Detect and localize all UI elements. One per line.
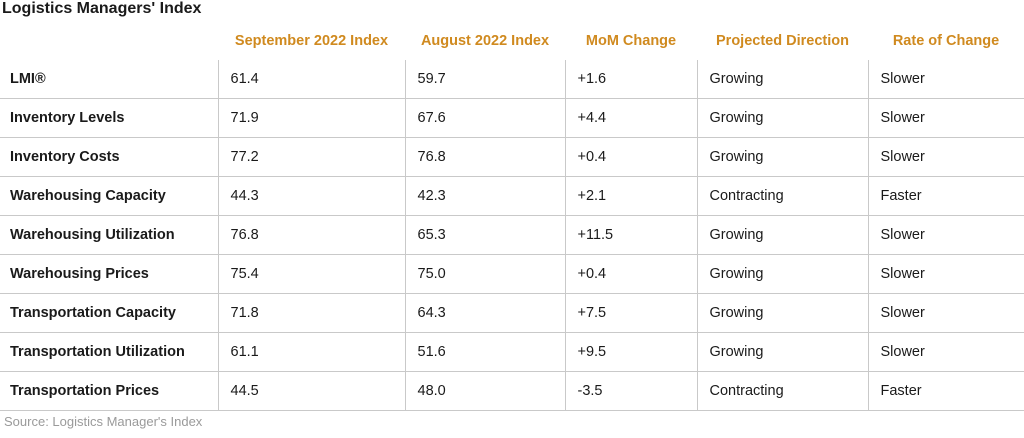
table-cell: 75.0 xyxy=(404,254,565,294)
table-row: LMI® 61.4 59.7 +1.6 Growing Slower xyxy=(0,60,1024,99)
table-cell: 76.8 xyxy=(404,137,565,177)
column-header: August 2022 Index xyxy=(420,33,550,49)
row-label: Warehousing Capacity xyxy=(0,176,218,216)
table-cell: Slower xyxy=(867,98,1024,138)
table-cell: 64.3 xyxy=(404,293,565,333)
row-label: Inventory Costs xyxy=(0,137,218,177)
table-cell: 48.0 xyxy=(404,371,565,411)
table-cell: 51.6 xyxy=(404,332,565,372)
column-header: Projected Direction xyxy=(716,33,849,49)
table-row: Inventory Costs 77.2 76.8 +0.4 Growing Slower xyxy=(0,137,1024,177)
table-cell: 61.4 xyxy=(217,60,405,99)
row-label: Transportation Capacity xyxy=(0,293,218,333)
table-row: Transportation Utilization 61.1 51.6 +9.5 Gr… xyxy=(0,332,1024,372)
table-cell: Growing xyxy=(696,254,868,294)
header-blank xyxy=(0,22,218,60)
table-cell: Growing xyxy=(696,215,868,255)
table-cell: +11.5 xyxy=(564,215,697,255)
table-row: Warehousing Prices 75.4 75.0 +0.4 Growing Slo… xyxy=(0,254,1024,294)
table-cell: 77.2 xyxy=(217,137,405,177)
table-cell: 67.6 xyxy=(404,98,565,138)
table-row: Warehousing Capacity 44.3 42.3 +2.1 Contract… xyxy=(0,176,1024,216)
row-label: LMI® xyxy=(0,60,218,99)
table-row: Transportation Capacity 71.8 64.3 +7.5 Growi… xyxy=(0,293,1024,333)
table-cell: Growing xyxy=(696,60,868,99)
table-cell: Growing xyxy=(696,293,868,333)
table-cell: +2.1 xyxy=(564,176,697,216)
table-cell: 71.8 xyxy=(217,293,405,333)
table-cell: 76.8 xyxy=(217,215,405,255)
row-label: Warehousing Utilization xyxy=(0,215,218,255)
table-cell: Slower xyxy=(867,60,1024,99)
table-cell: 65.3 xyxy=(404,215,565,255)
table-cell: Growing xyxy=(696,137,868,177)
column-header: Rate of Change xyxy=(892,33,1000,49)
table-row: Inventory Levels 71.9 67.6 +4.4 Growing Slowe… xyxy=(0,98,1024,138)
row-label: Warehousing Prices xyxy=(0,254,218,294)
table-cell: Faster xyxy=(867,371,1024,411)
table-cell: 71.9 xyxy=(217,98,405,138)
source-note: Source: Logistics Manager's Index xyxy=(4,414,203,429)
row-label: Inventory Levels xyxy=(0,98,218,138)
table-cell: +4.4 xyxy=(564,98,697,138)
table-body: LMI® 61.4 59.7 +1.6 Growing Slower Inventory L… xyxy=(0,60,1024,411)
table-cell: Slower xyxy=(867,137,1024,177)
data-table: September 2022 Index August 2022 Index MoM… xyxy=(0,22,1024,411)
table-cell: 44.5 xyxy=(217,371,405,411)
table-cell: +0.4 xyxy=(564,254,697,294)
row-label: Transportation Utilization xyxy=(0,332,218,372)
table-cell: Slower xyxy=(867,293,1024,333)
row-label: Transportation Prices xyxy=(0,371,218,411)
table-cell: +0.4 xyxy=(564,137,697,177)
column-header: MoM Change xyxy=(585,33,677,49)
title: Logistics Managers' Index xyxy=(2,0,202,17)
header-row: September 2022 Index August 2022 Index MoM… xyxy=(0,22,1024,60)
table-cell: Slower xyxy=(867,215,1024,255)
table-cell: +1.6 xyxy=(564,60,697,99)
table-cell: 75.4 xyxy=(217,254,405,294)
table-cell: Growing xyxy=(696,332,868,372)
table-cell: 42.3 xyxy=(404,176,565,216)
table-cell: 59.7 xyxy=(404,60,565,99)
table-cell: Slower xyxy=(867,254,1024,294)
table-row: Transportation Prices 44.5 48.0 -3.5 Contrac… xyxy=(0,371,1024,411)
table-cell: Slower xyxy=(867,332,1024,372)
table-row: Warehousing Utilization 76.8 65.3 +11.5 Grow… xyxy=(0,215,1024,255)
table-cell: -3.5 xyxy=(564,371,697,411)
table-cell: +9.5 xyxy=(564,332,697,372)
table-cell: Growing xyxy=(696,98,868,138)
table-cell: Contracting xyxy=(696,176,868,216)
table-cell: 44.3 xyxy=(217,176,405,216)
table-cell: 61.1 xyxy=(217,332,405,372)
table-cell: Contracting xyxy=(696,371,868,411)
column-header: September 2022 Index xyxy=(234,33,389,49)
table-cell: Faster xyxy=(867,176,1024,216)
table-cell: +7.5 xyxy=(564,293,697,333)
